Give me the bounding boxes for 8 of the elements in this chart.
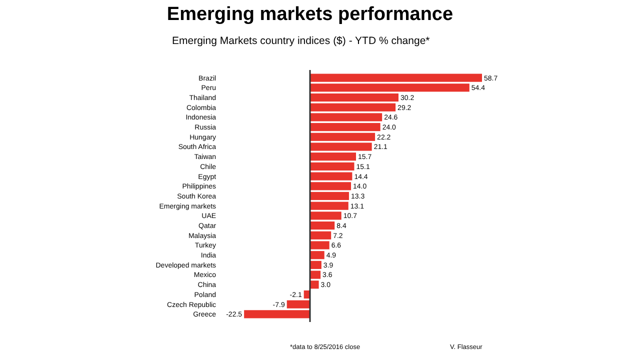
bar [310,123,380,132]
bar [310,222,335,230]
chart-title: Emerging markets performance [166,4,454,25]
bar [310,93,398,102]
bar [310,260,322,269]
bar [310,192,349,200]
bar [310,162,354,170]
chart-subtitle: Emerging Markets country indices ($) - YTD % change* [172,35,430,47]
